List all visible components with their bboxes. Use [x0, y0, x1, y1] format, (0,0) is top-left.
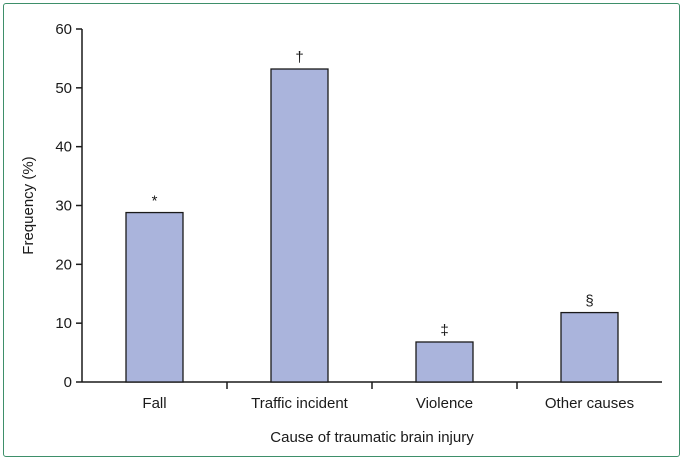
y-tick-label: 50: [55, 80, 72, 97]
y-tick-label: 30: [55, 198, 72, 215]
bar-traffic-incident: [270, 68, 329, 383]
y-tick-label: 60: [55, 21, 72, 38]
bar-other-causes: [560, 311, 619, 383]
x-tick-label: Violence: [416, 395, 473, 412]
x-axis: Fall Traffic incident Violence Other causes: [82, 381, 662, 412]
bar-violence: [415, 341, 474, 383]
bar-annotation: †: [295, 49, 303, 66]
chart-frame: [3, 3, 680, 457]
bar-annotation: §: [585, 293, 593, 310]
y-tick-label: 10: [55, 315, 72, 332]
bar-annotations: * † ‡ §: [152, 49, 594, 339]
x-tick-label: Fall: [142, 395, 166, 412]
y-axis-title: Frequency (%): [20, 156, 37, 254]
x-tick-label: Traffic incident: [251, 395, 349, 412]
bar-annotation: ‡: [440, 322, 448, 339]
x-tick-label: Other causes: [545, 395, 634, 412]
bars: [125, 68, 619, 383]
y-axis: 0 10 20 30 40 50 60: [55, 21, 83, 391]
bar-fall: [125, 211, 184, 383]
y-tick-label: 20: [55, 256, 72, 273]
y-tick-label: 0: [64, 374, 72, 391]
y-tick-label: 40: [55, 139, 72, 156]
bar-annotation: *: [152, 193, 158, 210]
x-axis-title: Cause of traumatic brain injury: [270, 429, 474, 446]
